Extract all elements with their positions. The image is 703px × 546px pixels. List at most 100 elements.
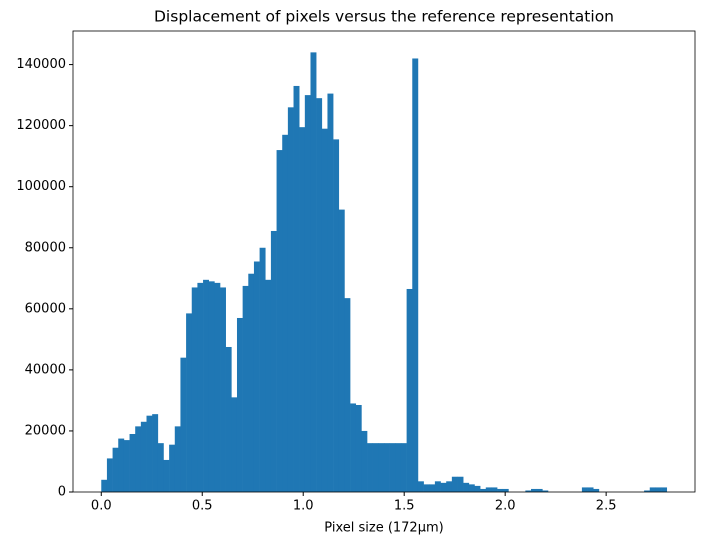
bar	[389, 443, 396, 492]
x-tick-label: 2.0	[495, 499, 516, 514]
bar	[186, 313, 193, 492]
bar	[593, 488, 600, 492]
x-tick-label: 0.5	[192, 499, 213, 514]
bar	[180, 357, 187, 492]
bar	[146, 415, 153, 492]
bar	[502, 488, 509, 492]
bar	[581, 487, 588, 492]
bar	[197, 282, 204, 492]
bar	[106, 458, 113, 492]
bar	[304, 95, 311, 492]
bar	[118, 438, 125, 492]
bar	[531, 488, 537, 492]
bar	[135, 426, 142, 492]
bar	[338, 209, 345, 492]
bar	[463, 482, 470, 492]
bar	[259, 247, 266, 492]
bar	[191, 287, 198, 492]
bar	[287, 107, 294, 493]
bar	[497, 488, 504, 492]
y-tick-label: 20000	[25, 423, 66, 438]
bar	[434, 481, 441, 492]
bar	[655, 487, 662, 492]
bar	[344, 298, 351, 492]
bar	[446, 481, 453, 492]
x-tick-label: 0.0	[91, 499, 112, 514]
bar	[661, 487, 668, 492]
bar	[265, 279, 272, 492]
bar	[367, 443, 373, 492]
bar	[299, 127, 306, 492]
bar	[242, 285, 249, 492]
bar	[276, 150, 283, 492]
y-tick-label: 0	[58, 485, 66, 500]
bar	[423, 484, 430, 492]
bar	[468, 484, 475, 492]
bar	[406, 288, 413, 492]
bar	[231, 397, 238, 492]
bar	[333, 139, 340, 492]
y-tick-label: 100000	[16, 179, 66, 194]
y-tick-label: 120000	[16, 118, 66, 133]
bar	[429, 484, 436, 492]
bar	[474, 485, 481, 492]
bar	[157, 443, 164, 492]
bar	[400, 443, 407, 492]
y-tick-label: 140000	[16, 57, 66, 72]
bar	[316, 98, 323, 493]
bar	[293, 85, 300, 492]
bar	[310, 52, 317, 493]
bar	[350, 403, 357, 492]
x-tick-label: 1.0	[293, 499, 314, 514]
bar	[525, 490, 532, 492]
bar	[220, 287, 226, 492]
bar	[384, 443, 390, 492]
bar	[248, 273, 255, 492]
bar	[587, 487, 594, 492]
bar	[203, 279, 210, 492]
x-tick-label: 2.5	[596, 499, 617, 514]
bar	[214, 282, 221, 492]
bar	[169, 444, 176, 492]
bar	[253, 261, 260, 492]
bar	[378, 443, 385, 492]
bar	[417, 481, 424, 492]
bar	[123, 440, 130, 492]
bar	[649, 487, 656, 492]
bar	[485, 487, 492, 492]
y-tick-label: 60000	[25, 301, 66, 316]
bar	[112, 447, 119, 492]
x-tick-label: 1.5	[394, 499, 415, 514]
bar	[395, 443, 402, 492]
bar	[372, 443, 379, 492]
bar	[361, 430, 368, 492]
bar	[163, 459, 170, 492]
bar	[101, 479, 108, 492]
bar	[440, 482, 447, 492]
y-tick-label: 40000	[25, 362, 66, 377]
y-tick-label: 80000	[25, 240, 66, 255]
bar	[208, 281, 215, 492]
bar	[327, 93, 334, 492]
bar	[644, 490, 651, 492]
bar	[129, 433, 136, 492]
bar	[236, 317, 243, 492]
bar	[355, 404, 362, 492]
bar	[457, 476, 464, 492]
bar	[491, 487, 498, 492]
bar	[282, 134, 289, 492]
bar	[152, 414, 159, 492]
plot-frame	[72, 30, 696, 493]
bar	[542, 490, 549, 492]
bar	[270, 230, 277, 492]
bar	[412, 58, 419, 493]
x-axis-label: Pixel size (172µm)	[324, 521, 443, 536]
bar	[174, 426, 181, 492]
bar	[140, 421, 147, 492]
bar	[451, 476, 458, 492]
bar	[536, 488, 543, 492]
bar	[480, 488, 487, 492]
bar	[225, 346, 232, 492]
